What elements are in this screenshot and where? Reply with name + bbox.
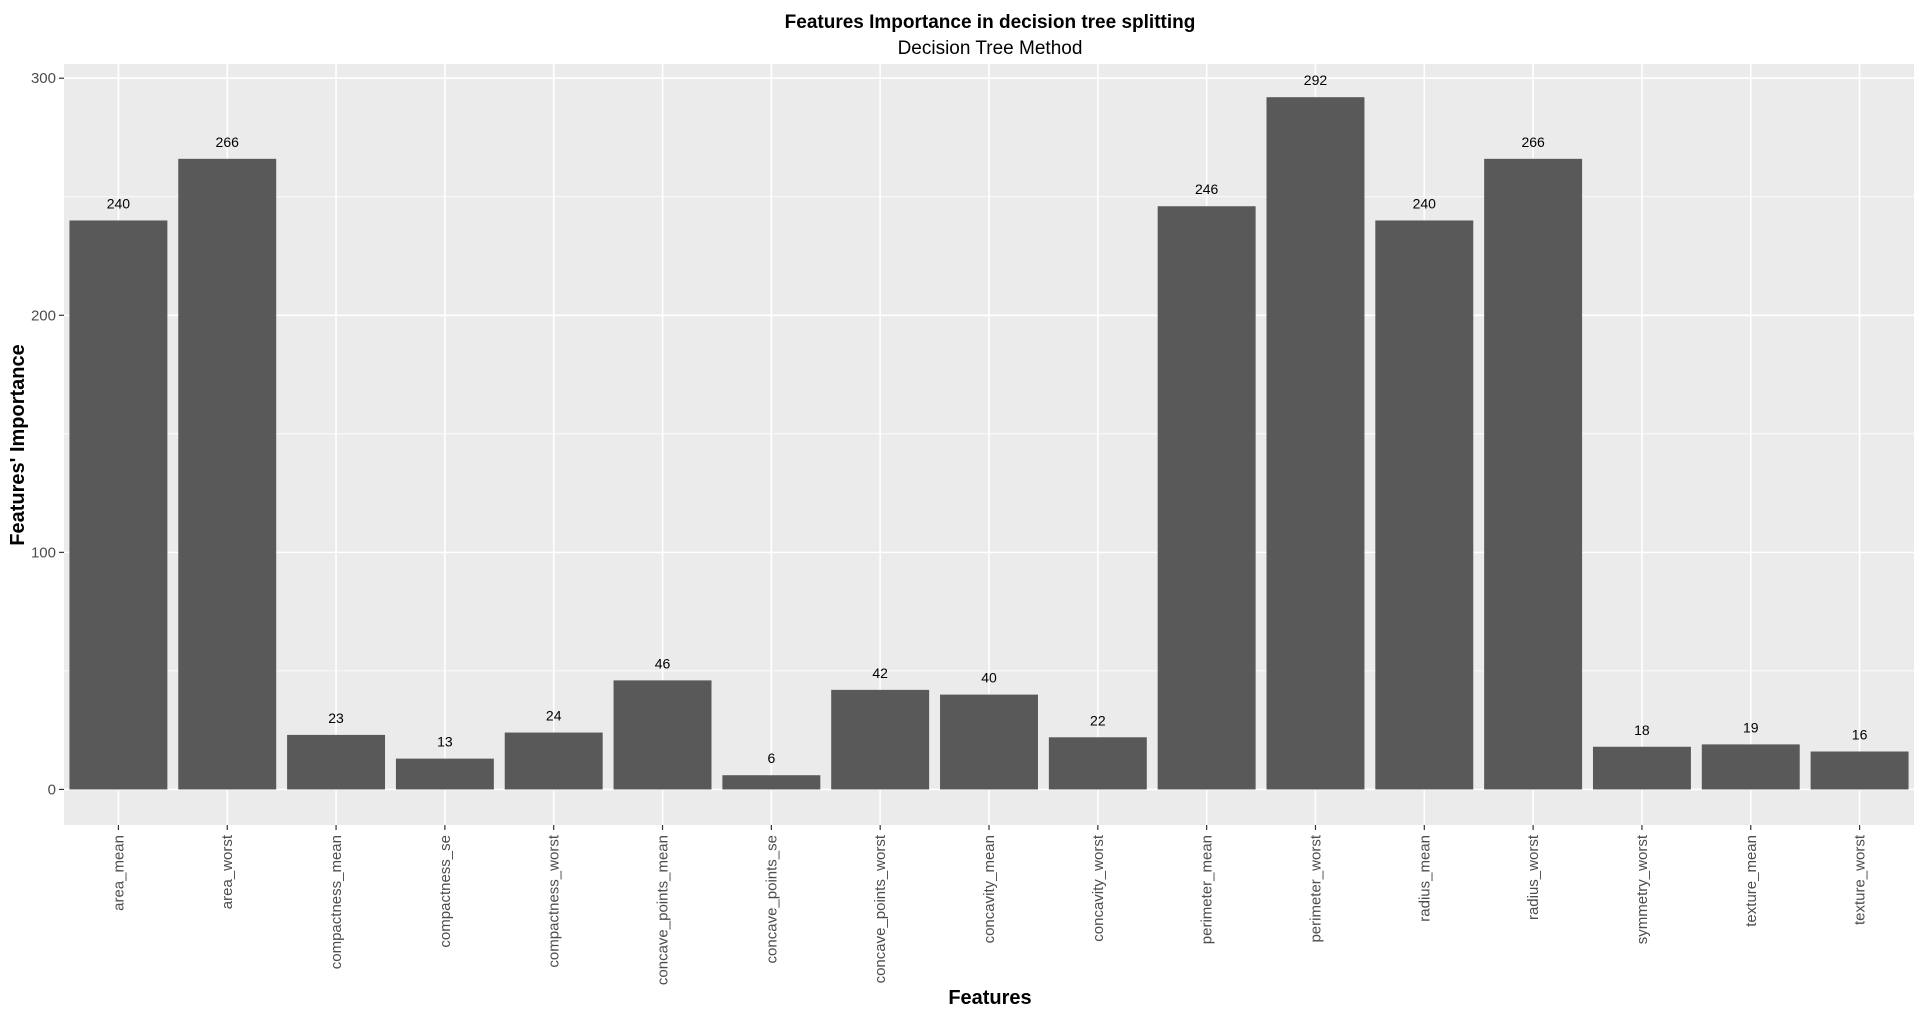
- x-tick-label: perimeter_worst: [1307, 834, 1324, 942]
- x-tick-label: concave_points_worst: [872, 834, 889, 983]
- bar: [1375, 220, 1474, 790]
- bar: [722, 775, 821, 790]
- x-tick-label: compactness_se: [437, 835, 454, 948]
- bar: [1266, 97, 1365, 790]
- data-label: 240: [107, 195, 131, 211]
- bar: [1701, 744, 1800, 790]
- bar: [1048, 737, 1147, 790]
- x-tick-label: area_mean: [110, 835, 127, 911]
- x-tick-label: texture_mean: [1743, 835, 1760, 927]
- x-axis-title: Features: [948, 987, 1031, 1009]
- x-tick-label: compactness_worst: [546, 834, 563, 967]
- chart-title: Features Importance in decision tree spl…: [785, 12, 1196, 33]
- x-tick-label: concavity_worst: [1090, 834, 1107, 942]
- data-label: 18: [1634, 722, 1650, 738]
- data-label: 42: [872, 665, 888, 681]
- chart-subtitle: Decision Tree Method: [898, 38, 1083, 59]
- y-axis-title: Features' Importance: [7, 344, 29, 545]
- x-tick-label: texture_worst: [1852, 834, 1869, 925]
- data-label: 16: [1852, 727, 1868, 743]
- data-label: 6: [767, 750, 775, 766]
- x-tick-label: symmetry_worst: [1634, 834, 1651, 944]
- data-labels: 240 266 23 13 24 46 6 42 40 22 246 292 240 266 18 19 16: [107, 72, 1868, 766]
- x-tick-label: area_worst: [219, 834, 236, 909]
- data-label: 240: [1413, 195, 1437, 211]
- bar: [1810, 751, 1909, 790]
- bar: [395, 758, 494, 790]
- bar: [1157, 206, 1256, 790]
- bar: [287, 734, 386, 790]
- data-label: 22: [1090, 712, 1106, 728]
- y-tick-label: 200: [31, 307, 56, 324]
- x-axis: area_mean area_worst compactness_mean compa…: [110, 825, 1869, 985]
- data-label: 46: [655, 655, 671, 671]
- y-axis: 0 100 200 300: [31, 70, 64, 798]
- data-label: 292: [1304, 72, 1328, 88]
- bar: [69, 220, 168, 790]
- data-label: 266: [216, 134, 240, 150]
- bar: [940, 694, 1038, 790]
- y-tick-label: 0: [48, 781, 56, 798]
- bar: [831, 689, 930, 790]
- data-label: 13: [437, 734, 453, 750]
- x-tick-label: radius_worst: [1525, 834, 1542, 920]
- data-label: 24: [546, 708, 562, 724]
- x-tick-label: concave_points_se: [763, 835, 780, 963]
- bar: [1592, 746, 1691, 790]
- data-label: 40: [981, 670, 997, 686]
- x-tick-label: concavity_mean: [981, 835, 998, 943]
- bar: [613, 680, 712, 790]
- data-label: 23: [328, 710, 344, 726]
- y-tick-label: 300: [31, 70, 56, 87]
- x-tick-label: radius_mean: [1416, 835, 1433, 922]
- data-label: 246: [1195, 181, 1219, 197]
- bars: [69, 97, 1909, 790]
- data-label: 266: [1521, 134, 1545, 150]
- x-tick-label: perimeter_mean: [1199, 835, 1216, 944]
- y-tick-label: 100: [31, 544, 56, 561]
- data-label: 19: [1743, 719, 1759, 735]
- bar: [1484, 158, 1583, 790]
- bar: [178, 158, 277, 790]
- bar: [504, 732, 603, 790]
- x-tick-label: compactness_mean: [328, 835, 345, 969]
- x-tick-label: concave_points_mean: [655, 835, 672, 985]
